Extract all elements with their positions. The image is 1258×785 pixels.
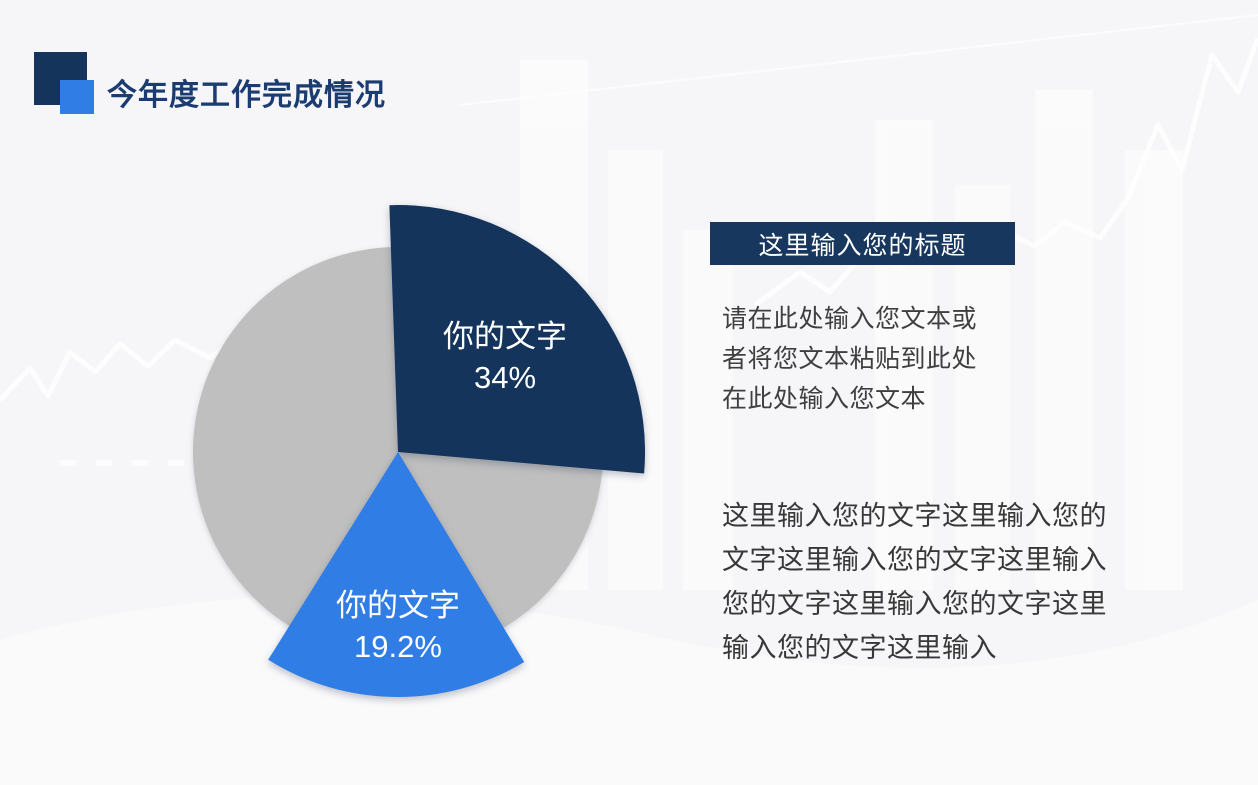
paragraph-intro-line: 者将您文本粘贴到此处 xyxy=(722,345,978,373)
page-title: 今年度工作完成情况 xyxy=(107,79,386,112)
paragraph-body-line: 这里输入您的文字这里输入您的 xyxy=(722,501,1107,531)
paragraph-body: 这里输入您的文字这里输入您的 文字这里输入您的文字这里输入 您的文字这里输入您的… xyxy=(722,494,1107,670)
title-accent-square-blue xyxy=(60,80,94,114)
section-title-text: 这里输入您的标题 xyxy=(758,231,967,260)
paragraph-body-line: 您的文字这里输入您的文字这里 xyxy=(722,589,1107,619)
pie-slice-value: 34% xyxy=(474,360,536,395)
pie-slice-label: 你的文字 xyxy=(336,588,460,623)
pie-slice-label: 你的文字 xyxy=(443,319,567,354)
paragraph-body-line: 文字这里输入您的文字这里输入 xyxy=(722,545,1107,575)
pie-slice xyxy=(389,205,646,474)
pie-slice xyxy=(268,452,525,698)
paragraph-intro-line: 在此处输入您文本 xyxy=(722,385,927,413)
paragraph-intro: 请在此处输入您文本或 者将您文本粘贴到此处 在此处输入您文本 xyxy=(722,299,977,419)
paragraph-intro-line: 请在此处输入您文本或 xyxy=(722,305,978,333)
paragraph-body-line: 输入您的文字这里输入 xyxy=(722,633,997,663)
section-title-banner: 这里输入您的标题 xyxy=(710,222,1015,265)
pie-slice-value: 19.2% xyxy=(354,629,442,664)
